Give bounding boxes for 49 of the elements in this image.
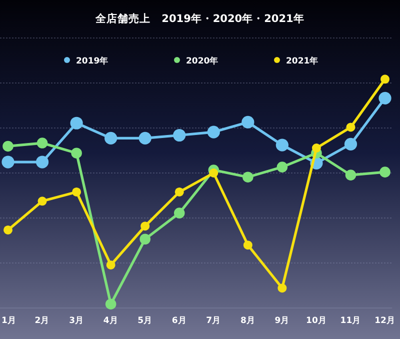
- point: [242, 116, 254, 129]
- point: [378, 92, 392, 104]
- point: [105, 298, 116, 310]
- x-tick-label: 4月: [103, 315, 118, 326]
- point: [346, 122, 356, 132]
- point: [104, 132, 118, 145]
- point: [380, 74, 390, 84]
- point: [140, 234, 150, 245]
- x-tick-label: 11月: [340, 315, 362, 326]
- point: [243, 240, 252, 250]
- x-tick-label: 12月: [374, 315, 396, 326]
- point: [38, 196, 47, 206]
- chart-title: 全店舗売上 2019年・2020年・2021年: [94, 12, 304, 25]
- point: [174, 208, 185, 218]
- legend-label: 2020年: [186, 56, 219, 66]
- point: [242, 172, 254, 183]
- point: [2, 156, 14, 168]
- point: [72, 187, 82, 196]
- x-tick-label: 6月: [172, 315, 187, 326]
- point: [70, 116, 83, 130]
- point: [278, 284, 287, 293]
- legend-label: 2019年: [76, 56, 109, 66]
- point: [209, 168, 218, 178]
- x-tick-label: 10月: [306, 315, 327, 326]
- x-tick-label: 8月: [240, 315, 256, 326]
- point: [138, 132, 152, 145]
- point: [344, 138, 358, 150]
- legend-label: 2021年: [286, 56, 319, 66]
- x-tick-label: 2月: [34, 315, 50, 326]
- point: [312, 144, 321, 153]
- point: [36, 156, 49, 168]
- point: [173, 128, 186, 142]
- point: [345, 170, 356, 180]
- x-tick-label: 3月: [69, 315, 84, 326]
- point: [140, 222, 150, 231]
- x-tick-label: 7月: [206, 315, 222, 326]
- x-tick-label: 5月: [138, 315, 153, 326]
- point: [36, 138, 48, 148]
- x-tick-label: 9月: [274, 315, 290, 326]
- point: [207, 126, 220, 138]
- point: [4, 225, 12, 234]
- point: [174, 187, 184, 196]
- point: [71, 148, 82, 158]
- point: [106, 260, 116, 270]
- point: [276, 162, 288, 172]
- x-tick-label: 1月: [2, 315, 16, 326]
- point: [276, 138, 288, 152]
- point: [380, 166, 390, 178]
- point: [2, 140, 14, 152]
